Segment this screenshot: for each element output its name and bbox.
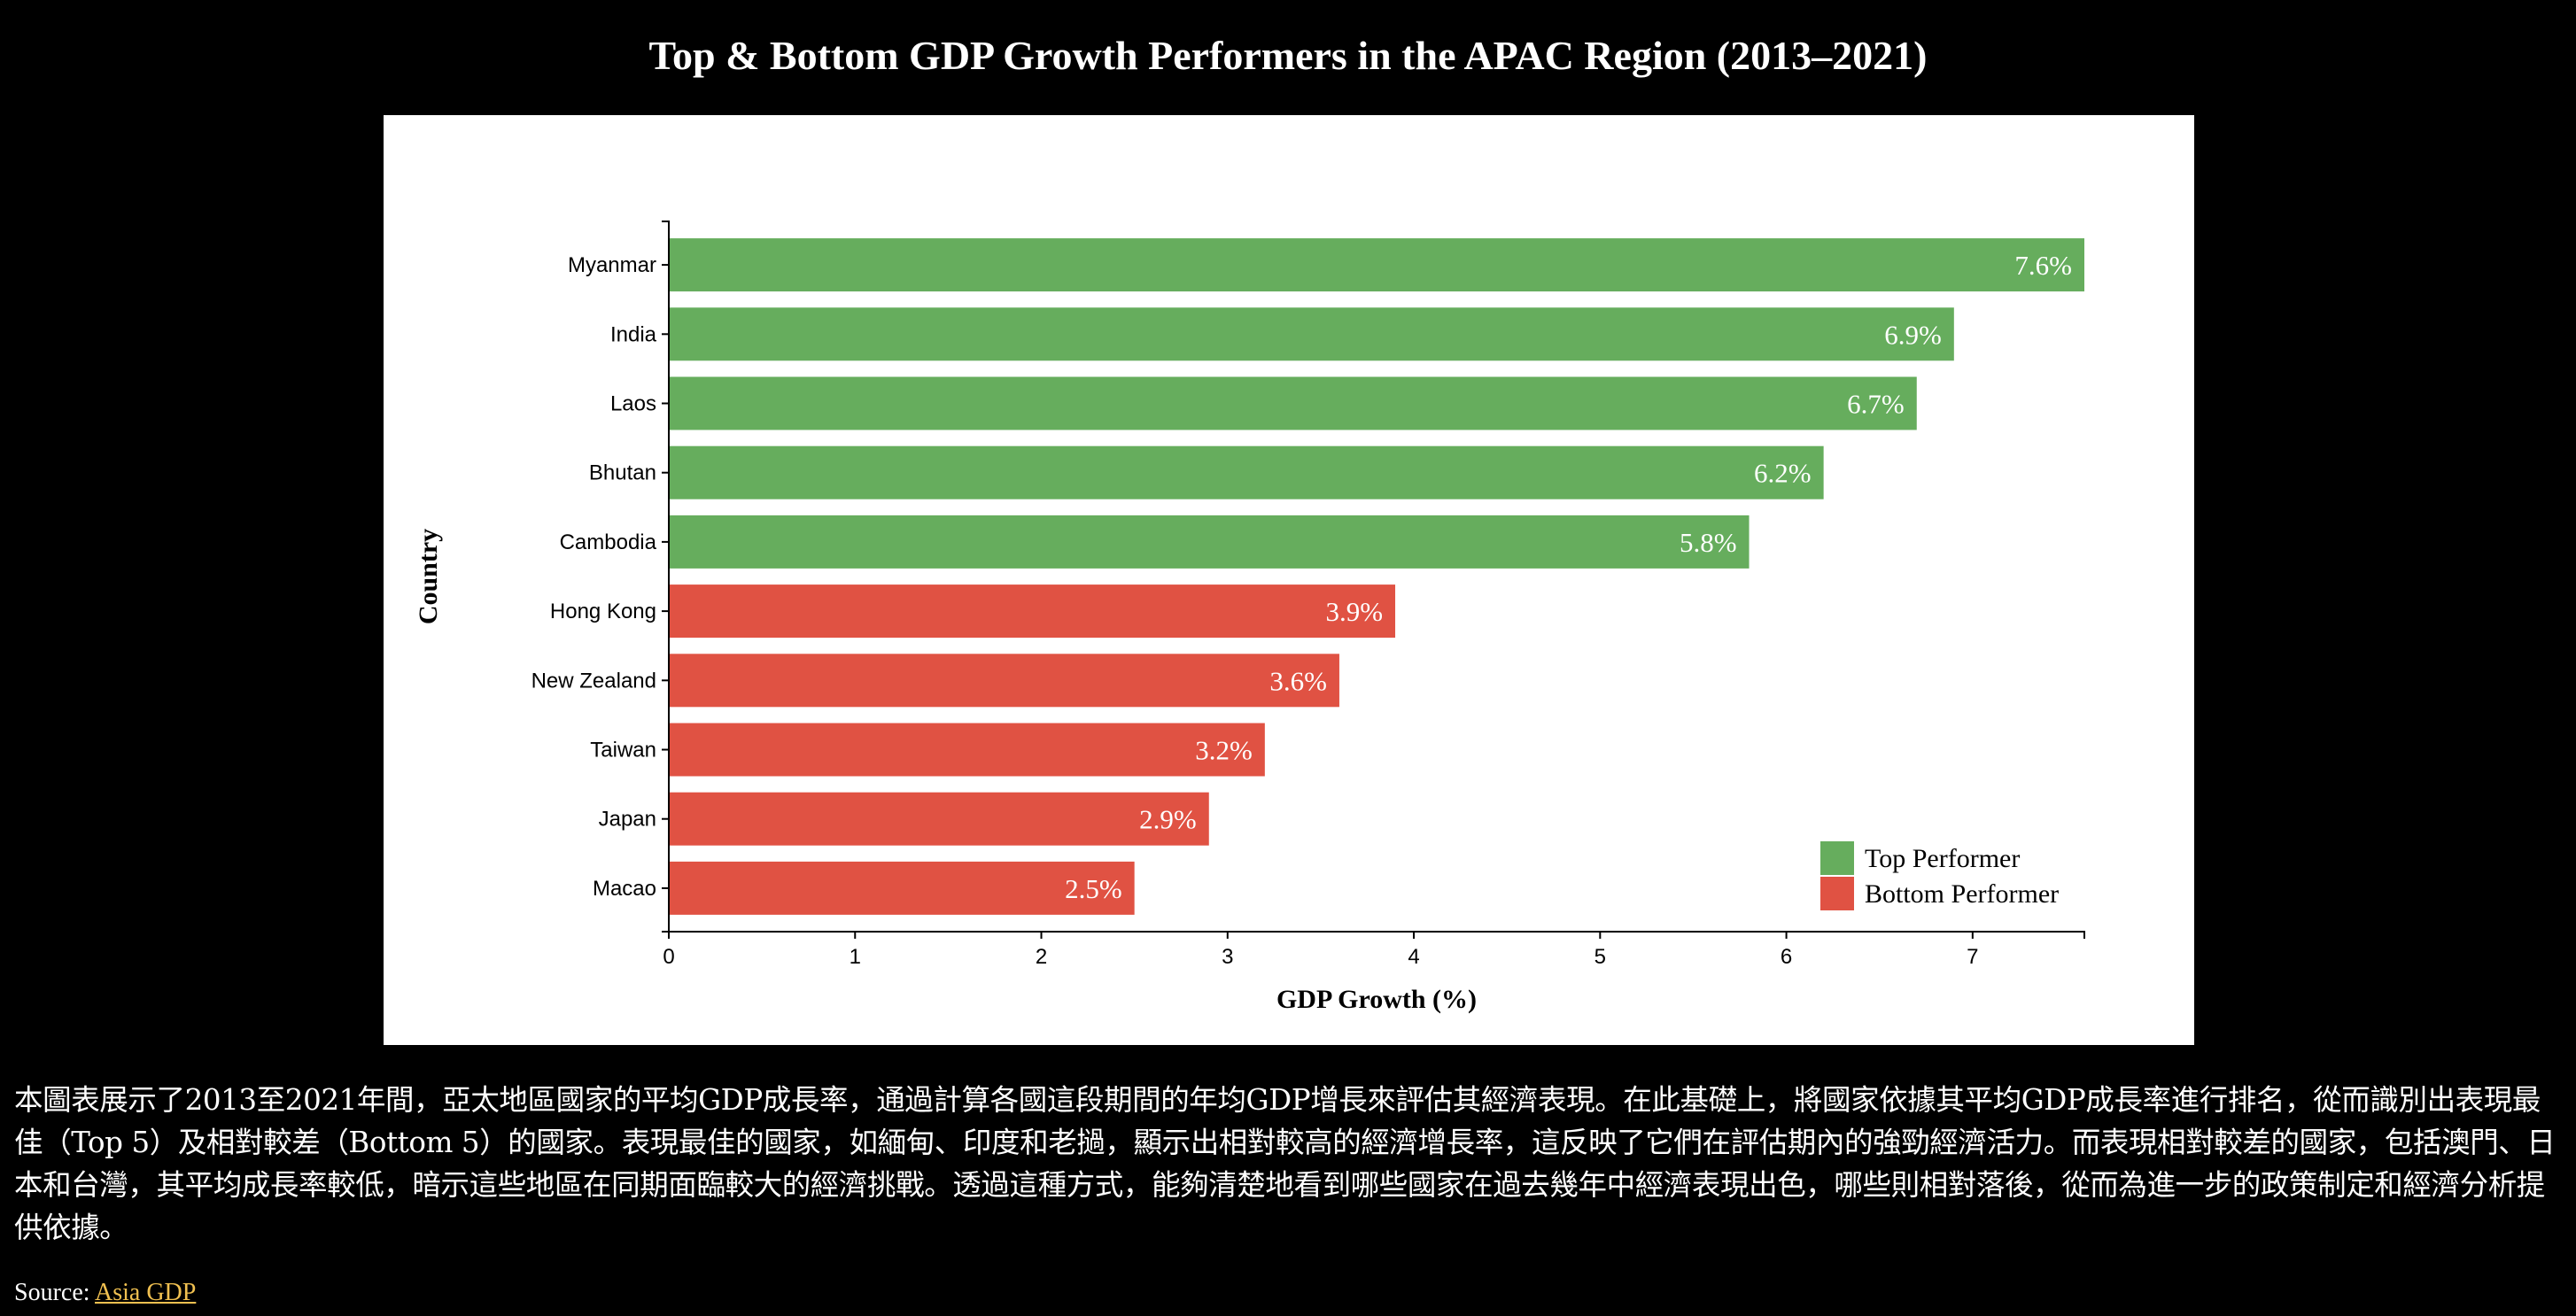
bar bbox=[669, 654, 1339, 708]
x-tick-label: 3 bbox=[1222, 945, 1233, 969]
source-prefix: Source: bbox=[14, 1279, 90, 1306]
chart-panel: 7.6% Myanmar 6.9% India 6.7% Laos 6.2% Bhutan 5.… bbox=[384, 115, 2194, 1045]
x-tick-label: 0 bbox=[663, 945, 674, 969]
bar bbox=[669, 723, 1265, 777]
bar-value-label: 6.7% bbox=[1847, 389, 1905, 420]
y-tick-label: Taiwan bbox=[590, 739, 656, 763]
bar-value-label: 7.6% bbox=[2014, 250, 2072, 281]
y-tick-label: Japan bbox=[599, 808, 656, 832]
x-tick-label: 6 bbox=[1781, 945, 1792, 969]
bar bbox=[669, 376, 1917, 430]
bar bbox=[669, 515, 1750, 569]
bar bbox=[669, 792, 1209, 846]
legend-swatch-bottom bbox=[1820, 877, 1854, 910]
bar-value-label: 6.9% bbox=[1884, 319, 1942, 350]
x-axis-title: GDP Growth (%) bbox=[1276, 985, 1477, 1014]
x-tick-label: 5 bbox=[1594, 945, 1606, 969]
y-tick-label: Cambodia bbox=[560, 530, 657, 554]
y-tick-label: India bbox=[610, 322, 657, 346]
bar-value-label: 3.2% bbox=[1195, 735, 1253, 766]
x-axis-line bbox=[668, 931, 2085, 939]
y-tick-label: New Zealand bbox=[531, 669, 656, 693]
bar bbox=[669, 861, 1135, 915]
source-line: Source: Asia GDP bbox=[14, 1275, 196, 1311]
y-axis-title: Country bbox=[414, 529, 443, 624]
chart-title: Top & Bottom GDP Growth Performers in th… bbox=[648, 33, 1928, 78]
bar bbox=[669, 445, 1824, 499]
bar bbox=[669, 238, 2084, 292]
chart-description: 本圖表展示了2013至2021年間，亞太地區國家的平均GDP成長率，通過計算各國… bbox=[14, 1083, 2556, 1244]
bar-value-label: 2.9% bbox=[1139, 804, 1197, 835]
legend-label-bottom: Bottom Performer bbox=[1865, 879, 2059, 909]
y-tick-label: Laos bbox=[610, 392, 656, 416]
y-tick-label: Hong Kong bbox=[550, 600, 656, 623]
bar bbox=[669, 307, 1954, 361]
bar bbox=[669, 584, 1396, 639]
bar-value-label: 3.6% bbox=[1269, 665, 1327, 696]
source-link[interactable]: Asia GDP bbox=[95, 1279, 197, 1306]
bar-value-label: 6.2% bbox=[1754, 458, 1812, 489]
y-tick-label: Myanmar bbox=[568, 253, 656, 277]
bar-value-label: 3.9% bbox=[1325, 596, 1383, 627]
y-axis-line bbox=[662, 221, 670, 933]
x-tick-label: 4 bbox=[1408, 945, 1419, 969]
x-tick-label: 2 bbox=[1036, 945, 1047, 969]
bar-value-label: 5.8% bbox=[1680, 527, 1737, 558]
bar-chart: 7.6% Myanmar 6.9% India 6.7% Laos 6.2% Bhutan 5.… bbox=[414, 221, 2085, 1014]
y-tick-label: Bhutan bbox=[589, 461, 656, 485]
x-tick-label: 1 bbox=[850, 945, 861, 969]
legend-label-top: Top Performer bbox=[1865, 844, 2020, 873]
x-tick-label: 7 bbox=[1967, 945, 1978, 969]
bar-value-label: 2.5% bbox=[1065, 873, 1122, 904]
y-tick-label: Macao bbox=[593, 877, 656, 901]
legend-swatch-top bbox=[1820, 841, 1854, 875]
